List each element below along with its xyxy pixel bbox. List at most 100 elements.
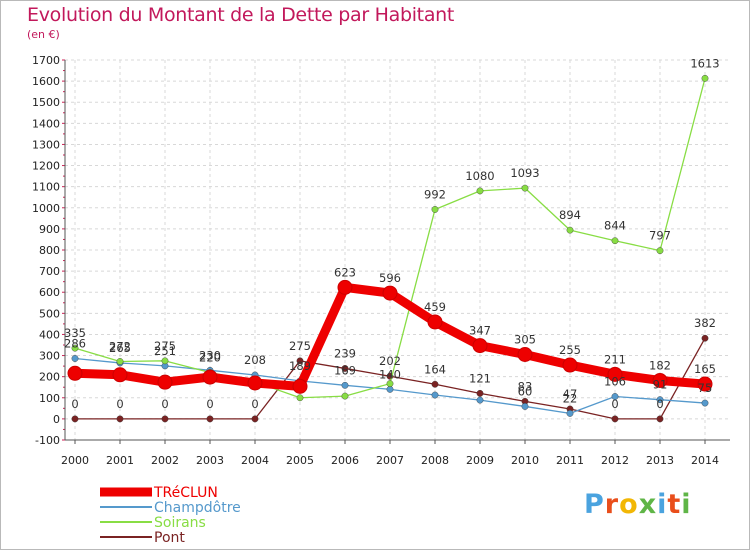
data-point	[656, 396, 664, 404]
legend-label: Pont	[154, 530, 185, 546]
data-label: 894	[559, 208, 581, 222]
data-point	[116, 415, 124, 423]
y-tick-label: 300	[39, 350, 60, 363]
chart-subtitle: (en €)	[27, 28, 60, 41]
data-point	[521, 184, 529, 192]
y-tick-label: 1200	[32, 160, 60, 173]
data-label: 182	[649, 358, 671, 372]
data-point	[697, 376, 713, 392]
chart-series	[67, 74, 713, 423]
x-tick-label: 2013	[646, 454, 674, 467]
x-tick-label: 2007	[376, 454, 404, 467]
data-label: 275	[154, 339, 176, 353]
data-label: 164	[424, 362, 446, 376]
data-label: 382	[694, 316, 716, 330]
data-point	[652, 372, 668, 388]
x-tick-label: 2001	[106, 454, 134, 467]
data-point	[296, 394, 304, 402]
data-label: 211	[604, 352, 626, 366]
y-tick-label: 400	[39, 328, 60, 341]
data-point	[701, 399, 709, 407]
data-point	[161, 357, 169, 365]
y-tick-label: 800	[39, 244, 60, 257]
chart-axes: -100010020030040050060070080090010001100…	[32, 54, 730, 467]
data-point	[431, 391, 439, 399]
logo-letter: t	[667, 489, 682, 520]
data-point	[161, 415, 169, 423]
data-point	[656, 415, 664, 423]
data-point	[247, 375, 263, 391]
y-tick-label: 100	[39, 392, 60, 405]
data-label: 121	[469, 371, 491, 385]
data-point	[607, 366, 623, 382]
y-tick-label: 700	[39, 265, 60, 278]
y-tick-label: 1400	[32, 117, 60, 130]
data-point	[206, 415, 214, 423]
data-point	[611, 393, 619, 400]
data-label: 106	[604, 375, 626, 389]
data-label: 165	[694, 362, 716, 376]
data-point	[476, 389, 484, 397]
y-tick-label: 1600	[32, 75, 60, 88]
data-point	[251, 415, 259, 423]
data-point	[71, 344, 79, 352]
data-point	[386, 385, 394, 393]
logo-letter: o	[619, 489, 639, 520]
data-point	[566, 226, 574, 234]
data-label: 335	[64, 326, 86, 340]
data-label: 347	[469, 324, 491, 338]
data-label: 0	[116, 397, 123, 411]
data-label: 0	[656, 397, 663, 411]
data-label: 275	[289, 339, 311, 353]
data-label: 1093	[510, 166, 539, 180]
y-tick-label: -100	[35, 434, 60, 447]
x-tick-label: 2010	[511, 454, 539, 467]
data-label: 239	[334, 346, 356, 360]
x-tick-label: 2009	[466, 454, 494, 467]
proxiti-logo: Proxiti	[584, 489, 692, 520]
data-label: 230	[199, 348, 221, 362]
data-label: 22	[563, 391, 578, 405]
data-label: 1613	[690, 56, 719, 70]
data-label: 169	[334, 363, 356, 377]
logo-letter: r	[604, 489, 620, 520]
data-point	[656, 247, 664, 255]
data-label: 305	[514, 333, 536, 347]
y-tick-label: 1700	[32, 54, 60, 67]
y-tick-label: 0	[53, 413, 60, 426]
data-label: 0	[251, 397, 258, 411]
data-point	[566, 409, 574, 417]
data-label: 189	[289, 359, 311, 373]
data-point	[521, 403, 529, 410]
data-label: 623	[334, 265, 356, 279]
data-label: 265	[109, 341, 131, 355]
data-label: 83	[518, 379, 533, 393]
data-point	[67, 365, 83, 381]
data-point	[386, 380, 394, 388]
x-tick-label: 2011	[556, 454, 584, 467]
data-point	[116, 358, 124, 365]
data-point	[71, 415, 79, 423]
data-label: 75	[698, 381, 713, 395]
data-point	[476, 396, 484, 404]
data-label: 60	[518, 384, 533, 398]
data-point	[517, 347, 533, 362]
data-label: 0	[206, 397, 213, 411]
data-label: 251	[154, 344, 176, 358]
logo-letter: x	[638, 489, 658, 520]
data-point	[611, 237, 619, 245]
data-point	[71, 355, 79, 362]
y-tick-label: 200	[39, 371, 60, 384]
data-label: 47	[563, 387, 578, 401]
data-label: 91	[653, 378, 668, 392]
x-tick-label: 2005	[286, 454, 314, 467]
x-tick-label: 2000	[61, 454, 89, 467]
data-label: 992	[424, 187, 446, 201]
x-tick-label: 2008	[421, 454, 449, 467]
data-label: 202	[379, 354, 401, 368]
data-point	[562, 357, 578, 373]
y-tick-label: 1100	[32, 181, 60, 194]
data-label: 208	[244, 353, 266, 367]
data-label: 272	[109, 339, 131, 353]
y-tick-label: 1300	[32, 138, 60, 151]
